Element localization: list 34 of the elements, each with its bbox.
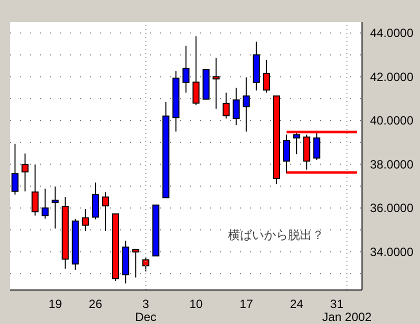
candlestick [283, 134, 290, 174]
x-tick-label: 19 [48, 297, 62, 311]
candlestick [102, 192, 110, 232]
annotation: 横ばいから脱出？ [228, 227, 324, 244]
candlestick [52, 186, 59, 230]
candlestick [92, 182, 99, 220]
x-tick-label: 10 [189, 297, 204, 311]
y-tick-label: 40.0000 [370, 114, 414, 128]
candlestick [182, 45, 190, 94]
x-tick-label: Jan 2002 [322, 310, 372, 324]
candlestick [222, 92, 230, 119]
candlestick [232, 87, 240, 126]
y-tick-label: 36.0000 [370, 201, 414, 216]
x-tick-label: 26 [88, 297, 102, 311]
x-tick-label: 3 Dec [135, 297, 156, 324]
x-tick-label: 24 [290, 297, 304, 311]
candlestick [132, 248, 140, 278]
y-tick-label: 34.0000 [370, 244, 414, 259]
candlestick [262, 59, 270, 94]
y-tick-label: 44.0000 [370, 26, 414, 40]
x-tick-label: 31 [330, 297, 344, 311]
candlestick [12, 143, 18, 196]
candlestick [242, 76, 250, 132]
candlestick [82, 208, 89, 232]
candlestick [293, 132, 300, 155]
candlestick [142, 256, 150, 272]
x-tick-label: 17 [240, 297, 254, 311]
candlestick [42, 188, 49, 220]
y-tick-label: 42.0000 [370, 70, 414, 84]
candlestick [32, 164, 39, 216]
candlestick [192, 36, 200, 106]
y-tick-label: 38.0000 [370, 157, 414, 172]
candlestick [212, 57, 220, 110]
candlestick [22, 152, 29, 192]
